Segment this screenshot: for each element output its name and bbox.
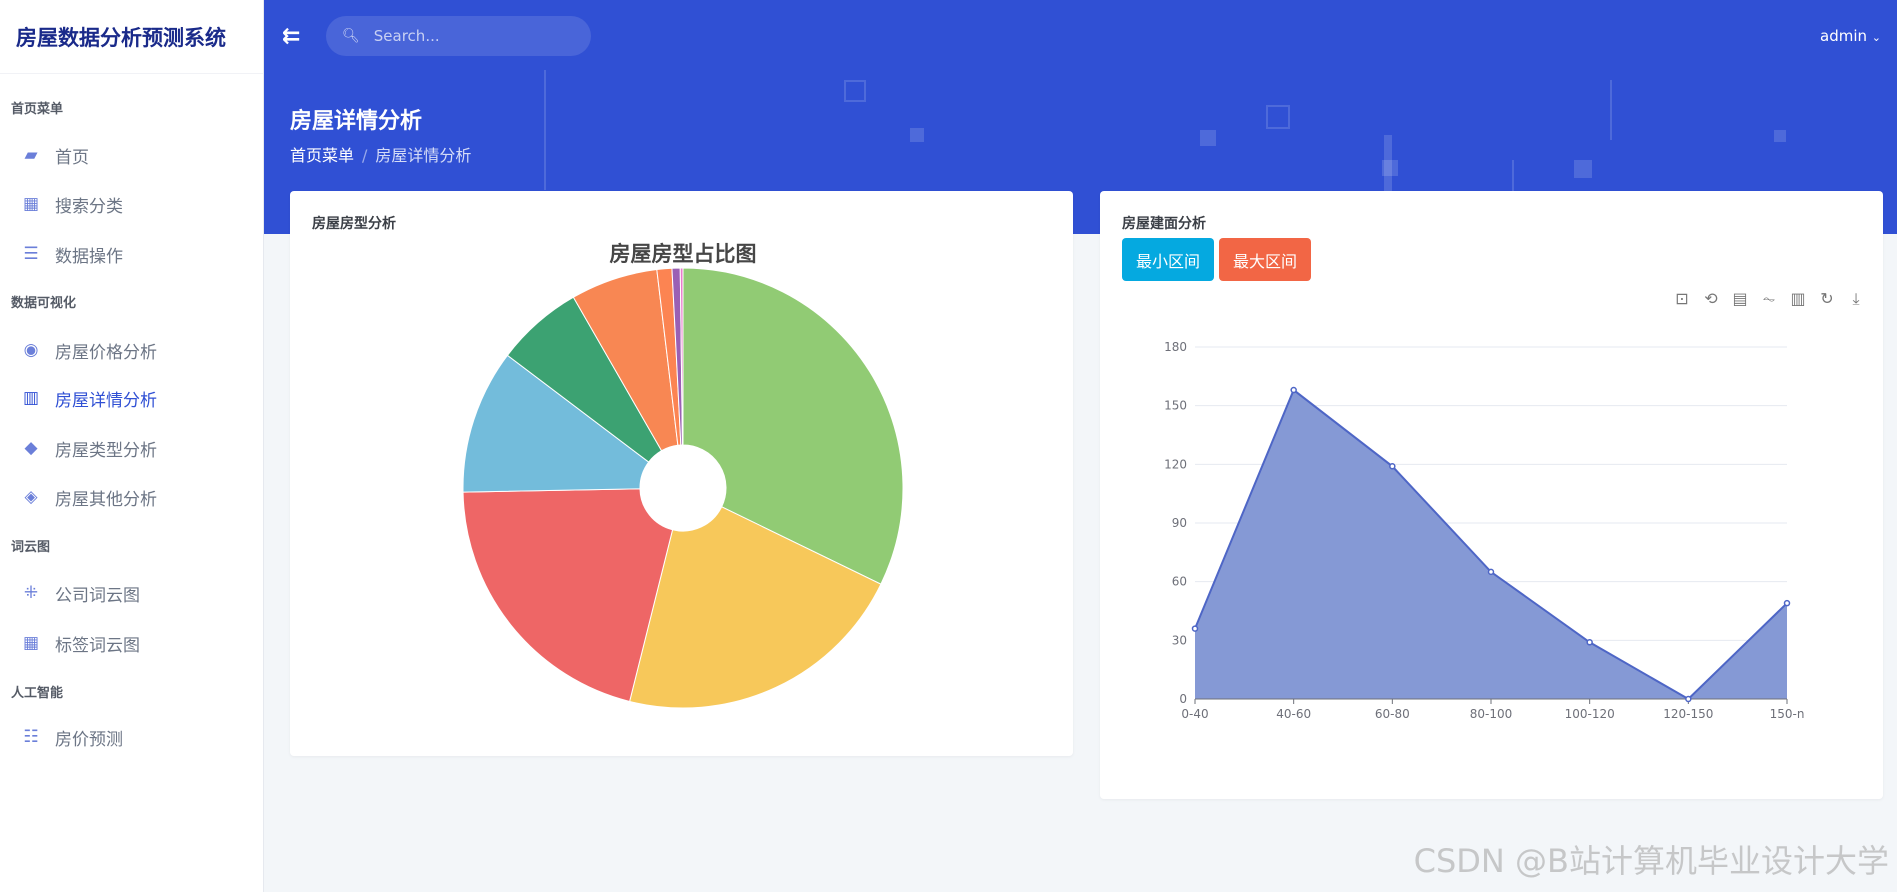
x-tick-label: 60-80 [1375,707,1410,721]
user-menu[interactable]: admin ⌄ [1820,27,1881,45]
chart-title: 房屋房型占比图 [610,242,757,266]
layers-icon: ◈ [24,487,38,507]
sidebar-item-label: 公司词云图 [55,585,140,606]
data-point[interactable] [1487,568,1495,576]
chat-icon: ☰ [23,244,39,264]
sidebar-item-label: 房屋价格分析 [55,342,157,363]
y-tick-label: 120 [1164,457,1187,471]
sidebar-section-label: 词云图 [11,540,51,555]
search-input[interactable]: 🔍︎ Search... [326,16,591,56]
card-title: 房屋房型分析 [312,216,396,232]
sidebar: 房屋数据分析预测系统 首页菜单 ▰ 首页 ▦ 搜索分类 ☰ 数据操作数据可视化 ◉ 房屋价格分析… [0,0,264,892]
data-point[interactable] [1685,695,1692,703]
list-icon: ☷ [23,727,39,747]
sidebar-item-label: 数据操作 [55,246,123,267]
breadcrumb-home[interactable]: 首页菜单 [290,146,355,165]
card-title: 房屋建面分析 [1122,216,1206,232]
sidebar-section-label: 数据可视化 [11,296,77,311]
pie-slice[interactable] [679,267,684,446]
zoom-reset-icon[interactable]: ⟲ [1704,289,1718,308]
zoom-icon[interactable]: ⊡ [1675,289,1689,308]
y-tick-label: 0 [1179,692,1187,706]
data-point[interactable] [1586,639,1593,646]
watermark: CSDN @B站计算机毕业设计大学 [1413,842,1889,880]
cube-icon: ◆ [24,438,38,458]
x-tick-label: 100-120 [1565,707,1615,721]
sidebar-item[interactable]: ◆ 房屋类型分析 [0,428,263,468]
breadcrumb-current: 房屋详情分析 [375,146,472,165]
app-title: 房屋数据分析预测系统 [0,0,263,74]
columns-icon: ▥ [22,388,40,408]
sidebar-item-label: 房屋类型分析 [55,440,157,461]
sidebar-item[interactable]: ☷ 房价预测 [0,717,263,757]
sidebar-item[interactable]: ⁜ 公司词云图 [0,573,263,613]
y-tick-label: 150 [1164,399,1187,413]
pie-slice[interactable] [682,267,904,585]
sidebar-item-label: 房屋详情分析 [55,390,157,411]
grid-icon: ▦ [22,633,40,653]
sidebar-item[interactable]: ◉ 房屋价格分析 [0,330,263,370]
data-point[interactable] [1290,386,1297,394]
arrow-circle-icon: ◉ [23,340,39,360]
bar-icon[interactable]: ▥ [1790,289,1806,308]
x-tick-label: 150-n [1770,707,1805,721]
sidebar-section-label: 首页菜单 [11,102,64,117]
calendar-icon: ▦ [22,194,40,214]
sidebar-item-label: 标签词云图 [55,635,140,656]
sidebar-item[interactable]: ☰ 数据操作 [0,234,263,274]
pie-slice[interactable] [629,506,882,709]
area-card: 房屋建面分析 最小区间 最大区间 ⊡ ⟲ ▤ ⏦ ▥ ↻ ⤓ 0 30 60 90 120 150 18… [1100,191,1883,799]
sidebar-item[interactable]: ▥ 房屋详情分析 [0,378,263,418]
page-title: 房屋详情分析 [290,109,423,134]
area-fill [1195,390,1787,699]
pie-slice[interactable] [462,488,674,703]
sidebar-item[interactable]: ▦ 标签词云图 [0,623,263,663]
line-icon[interactable]: ⏦ [1762,289,1776,308]
data-point[interactable] [1783,599,1791,607]
search-placeholder: Search... [373,27,440,45]
sidebar-section-label: 人工智能 [11,686,64,701]
pie-slice[interactable] [462,354,650,493]
sidebar-item-label: 首页 [55,147,89,168]
nodes-icon: ⁜ [23,583,39,603]
monitor-icon: ▰ [24,145,38,165]
room-type-card: 房屋房型分析 房屋房型占比图 [290,191,1073,756]
x-tick-label: 80-100 [1470,707,1513,721]
data-point[interactable] [1191,625,1199,632]
x-tick-label: 0-40 [1181,707,1208,721]
area-chart: 0 30 60 90 120 150 180 0-40 40-60 60-80 80-100 100-… [1164,340,1805,721]
x-tick-label: 40-60 [1276,707,1311,721]
data-point[interactable] [1389,463,1396,470]
y-tick-label: 90 [1172,516,1187,530]
sidebar-item-label: 搜索分类 [55,196,123,217]
y-tick-label: 60 [1172,575,1187,589]
menu-toggle-icon[interactable]: ⇇ [282,24,301,49]
y-tick-label: 180 [1164,340,1187,354]
sidebar-item[interactable]: ▰ 首页 [0,135,263,175]
data-view-icon[interactable]: ▤ [1732,289,1748,308]
user-name: admin [1820,27,1867,45]
sidebar-item-label: 房屋其他分析 [55,489,157,510]
download-icon[interactable]: ⤓ [1852,289,1860,308]
sidebar-item[interactable]: ▦ 搜索分类 [0,184,263,224]
chevron-down-icon: ⌄ [1871,31,1881,44]
max-range-button[interactable]: 最大区间 [1219,238,1311,281]
breadcrumb: 首页菜单 / 房屋详情分析 [290,146,472,165]
sidebar-item[interactable]: ◈ 房屋其他分析 [0,477,263,517]
search-icon: 🔍︎ [342,28,360,44]
sidebar-item-label: 房价预测 [55,729,123,750]
y-tick-label: 30 [1172,633,1187,647]
pie-chart: 房屋房型占比图 [462,242,904,709]
restore-icon[interactable]: ↻ [1820,289,1834,308]
min-range-button[interactable]: 最小区间 [1122,238,1214,281]
x-tick-label: 120-150 [1663,707,1713,721]
